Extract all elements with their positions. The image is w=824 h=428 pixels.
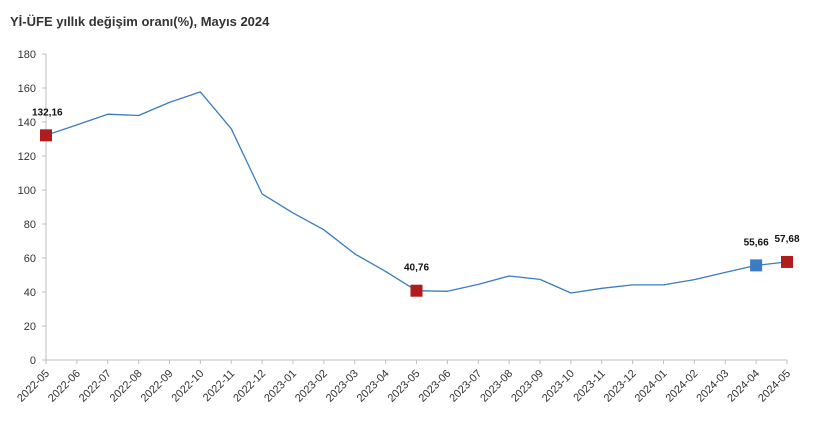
highlight-marker xyxy=(40,129,52,142)
x-tick-label: 2024-04 xyxy=(725,368,762,405)
x-tick-label: 2023-02 xyxy=(293,368,330,405)
y-tick-label: 60 xyxy=(24,253,36,265)
x-tick-label: 2023-10 xyxy=(540,368,577,405)
x-tick-label: 2024-01 xyxy=(633,368,670,405)
x-tick-label: 2023-05 xyxy=(386,368,423,405)
y-tick-label: 160 xyxy=(18,83,36,95)
x-tick-label: 2023-12 xyxy=(602,368,639,405)
highlight-marker xyxy=(750,259,763,272)
x-tick-label: 2022-09 xyxy=(139,368,176,405)
x-tick-label: 2023-04 xyxy=(355,368,392,405)
x-tick-label: 2023-01 xyxy=(262,368,299,405)
highlight-marker xyxy=(781,255,793,268)
y-tick-label: 180 xyxy=(18,49,36,61)
y-tick-label: 0 xyxy=(30,355,36,367)
y-tick-label: 80 xyxy=(24,219,36,231)
x-tick-label: 2023-06 xyxy=(416,368,453,405)
y-tick-label: 120 xyxy=(18,151,36,163)
data-label: 132,16 xyxy=(32,107,63,118)
x-tick-label: 2023-03 xyxy=(324,368,361,405)
x-tick-label: 2022-05 xyxy=(15,368,52,405)
y-tick-label: 20 xyxy=(24,321,36,333)
highlight-marker xyxy=(410,284,423,297)
x-tick-label: 2022-06 xyxy=(46,368,83,405)
x-tick-label: 2022-07 xyxy=(77,368,114,405)
x-tick-label: 2022-11 xyxy=(201,368,237,404)
data-label: 40,76 xyxy=(404,263,429,274)
chart-title: Yİ-ÜFE yıllık değişim oranı(%), Mayıs 20… xyxy=(10,14,270,29)
x-tick-label: 2023-09 xyxy=(509,368,546,405)
data-label: 57,68 xyxy=(774,234,799,245)
x-tick-label: 2024-02 xyxy=(663,368,700,405)
y-tick-label: 40 xyxy=(24,287,36,299)
x-tick-label: 2023-07 xyxy=(447,368,484,405)
x-tick-label: 2024-05 xyxy=(756,368,793,405)
x-tick-label: 2023-11 xyxy=(571,368,607,404)
x-tick-label: 2022-08 xyxy=(108,368,145,405)
x-tick-label: 2023-08 xyxy=(478,368,515,405)
x-tick-label: 2024-03 xyxy=(694,368,731,405)
y-tick-label: 100 xyxy=(18,185,36,197)
data-label: 55,66 xyxy=(744,237,769,248)
y-tick-label: 140 xyxy=(18,117,36,129)
x-tick-label: 2022-10 xyxy=(169,368,206,405)
x-tick-label: 2022-12 xyxy=(231,368,268,405)
